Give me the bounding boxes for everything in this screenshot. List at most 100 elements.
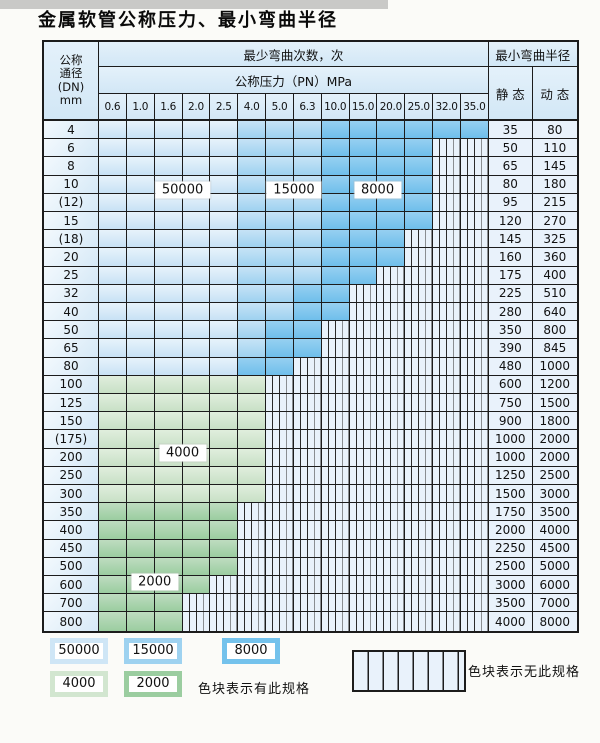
dn-cell: 400: [44, 521, 99, 540]
spec-cell-present: [126, 375, 155, 395]
dynamic-radius-value: 400: [532, 266, 577, 285]
spec-cell-present: [154, 266, 183, 285]
spec-cell-present: [321, 121, 350, 140]
spec-cell-present: [293, 121, 322, 140]
spec-cell-absent: [238, 557, 267, 577]
dn-cell: 32: [44, 284, 99, 304]
spec-cell-present: [182, 394, 211, 413]
spec-cell-absent: [460, 230, 489, 249]
spec-cell-present: [99, 303, 127, 322]
spec-cell-present: [154, 321, 183, 340]
spec-cell-present: [182, 157, 211, 176]
pressure-col-header: 5.0: [266, 94, 294, 121]
dn-cell: 65: [44, 339, 99, 358]
spec-cell-present: [126, 466, 155, 486]
spec-cell-absent: [266, 466, 294, 486]
spec-cell-absent: [238, 539, 267, 558]
spec-cell-present: [238, 157, 267, 176]
spec-cell-absent: [349, 503, 378, 522]
spec-cell-present: [238, 412, 267, 431]
dynamic-radius-value: 1000: [532, 357, 577, 376]
dynamic-radius-value: 1800: [532, 412, 577, 431]
spec-cell-present: [238, 284, 267, 304]
spec-cell-absent: [460, 503, 489, 522]
spec-cell-present: [99, 521, 127, 540]
dynamic-radius-value: 325: [532, 230, 577, 249]
spec-cell-absent: [266, 485, 294, 504]
spec-cell-absent: [405, 430, 434, 449]
spec-cell-present: [460, 121, 489, 140]
spec-cell-present: [266, 321, 294, 340]
spec-cell-present: [126, 612, 155, 631]
spec-cell-present: [210, 212, 239, 231]
spec-cell-absent: [349, 412, 378, 431]
spec-cell-present: [154, 539, 183, 558]
legend-absent-text: 色块表示无此规格: [468, 665, 581, 680]
spec-cell-absent: [349, 375, 378, 395]
spec-cell-absent: [433, 248, 461, 267]
static-radius-value: 600: [488, 375, 533, 395]
dn-cell: 80: [44, 357, 99, 376]
spec-cell-present: [266, 212, 294, 231]
spec-cell-absent: [349, 576, 378, 595]
spec-cell-absent: [433, 139, 461, 158]
spec-cell-present: [293, 139, 322, 158]
spec-cell-present: [99, 466, 127, 486]
spec-cell-present: [210, 303, 239, 322]
spec-cell-absent: [349, 521, 378, 540]
dynamic-radius-value: 6000: [532, 576, 577, 595]
spec-cell-present: [182, 576, 211, 595]
spec-cell-absent: [405, 557, 434, 577]
spec-cell-present: [210, 121, 239, 140]
dynamic-radius-value: 110: [532, 139, 577, 158]
static-radius-value: 1250: [488, 466, 533, 486]
dynamic-radius-value: 2000: [532, 430, 577, 449]
spec-cell-present: [154, 503, 183, 522]
spec-cell-absent: [460, 485, 489, 504]
spec-cell-present: [405, 175, 434, 194]
spec-cell-absent: [349, 594, 378, 613]
spec-cell-absent: [321, 339, 350, 358]
spec-cell-absent: [293, 357, 322, 376]
spec-cell-absent: [460, 612, 489, 631]
dynamic-header: 动 态: [532, 67, 577, 121]
spec-cell-present: [99, 248, 127, 267]
spec-cell-absent: [266, 394, 294, 413]
spec-cell-present: [238, 321, 267, 340]
dn-cell: 6: [44, 139, 99, 158]
dynamic-radius-value: 1200: [532, 375, 577, 395]
spec-cell-absent: [238, 594, 267, 613]
spec-cell-absent: [433, 576, 461, 595]
spec-cell-present: [210, 357, 239, 376]
spec-cell-present: [126, 266, 155, 285]
dn-cell: 300: [44, 485, 99, 504]
spec-cell-absent: [405, 284, 434, 304]
dynamic-radius-value: 215: [532, 193, 577, 213]
spec-cell-absent: [433, 230, 461, 249]
spec-cell-absent: [293, 539, 322, 558]
spec-cell-absent: [293, 412, 322, 431]
spec-cell-present: [238, 193, 267, 213]
spec-cell-present: [154, 594, 183, 613]
spec-cell-present: [238, 212, 267, 231]
spec-cell-present: [349, 212, 378, 231]
legend-swatch: 8000: [222, 638, 280, 664]
dn-cell: 10: [44, 175, 99, 194]
spec-cell-absent: [405, 394, 434, 413]
spec-cell-absent: [405, 412, 434, 431]
spec-cell-present: [182, 485, 211, 504]
spec-cell-absent: [377, 594, 406, 613]
spec-cell-present: [182, 121, 211, 140]
spec-cell-present: [266, 193, 294, 213]
spec-cell-absent: [293, 594, 322, 613]
spec-cell-present: [126, 503, 155, 522]
spec-cell-present: [99, 412, 127, 431]
pressure-col-header: 1.0: [126, 94, 155, 121]
spec-cell-absent: [433, 394, 461, 413]
spec-cell-present: [182, 230, 211, 249]
spec-cell-present: [99, 485, 127, 504]
spec-cell-present: [99, 121, 127, 140]
dn-cell: 250: [44, 466, 99, 486]
spec-cell-present: [210, 557, 239, 577]
pressure-col-header: 32.0: [433, 94, 461, 121]
